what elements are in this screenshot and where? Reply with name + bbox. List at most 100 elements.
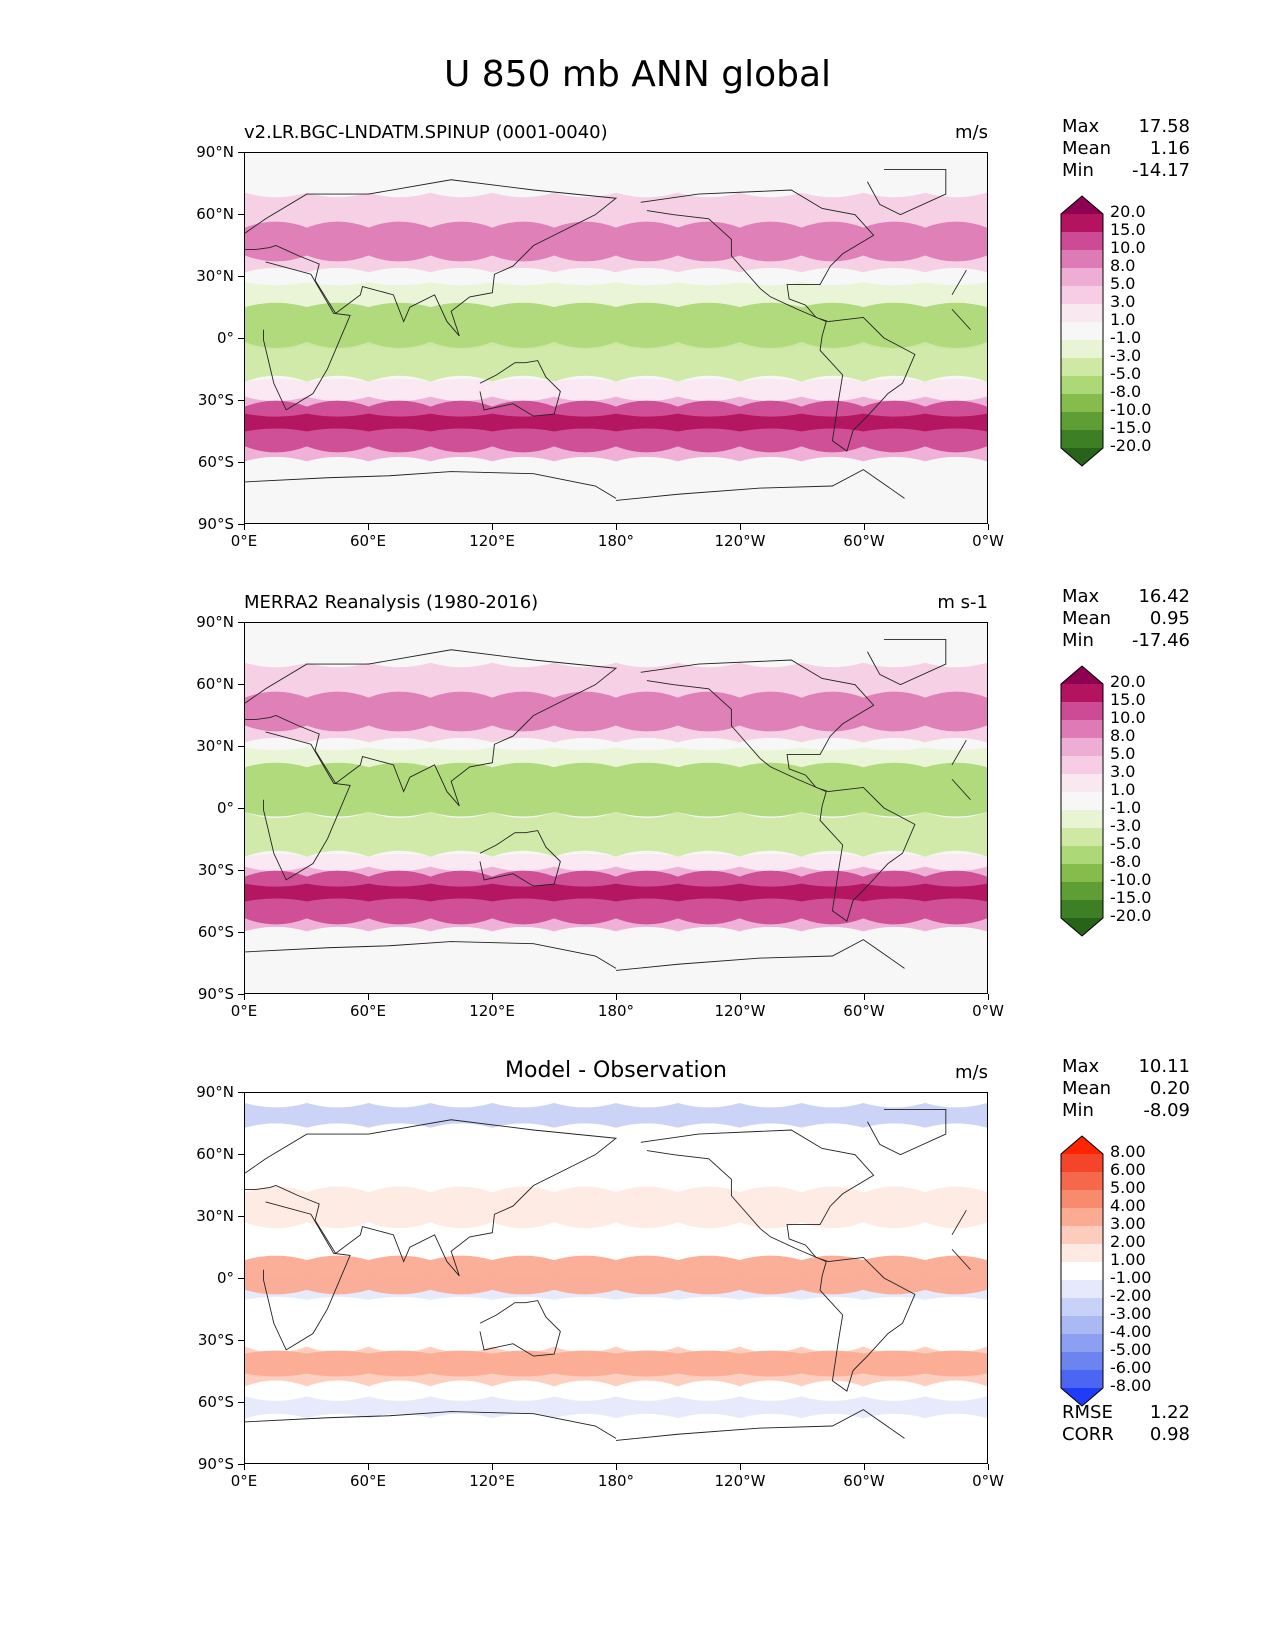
colorbar-label: -8.0 — [1110, 382, 1142, 401]
colorbar-label: -3.00 — [1110, 1304, 1152, 1323]
maritime-positive-patch — [245, 1255, 987, 1295]
x-tick-label: 120°W — [714, 532, 766, 550]
x-tick — [244, 994, 245, 1000]
x-tick — [368, 994, 369, 1000]
stat-label: Max — [1062, 1056, 1100, 1077]
stat-label: Max — [1062, 116, 1100, 137]
y-tick — [238, 152, 244, 153]
y-tick — [238, 994, 244, 995]
x-tick — [368, 524, 369, 530]
colorbar-swatch — [1061, 774, 1103, 792]
colorbar-swatch — [1061, 1370, 1103, 1388]
units-label: m/s — [955, 1062, 988, 1083]
americas-coast — [640, 659, 916, 922]
africa-coast — [263, 261, 971, 411]
y-tick-label: 60°N — [196, 675, 234, 693]
y-tick — [238, 276, 244, 277]
y-tick — [238, 1278, 244, 1279]
y-tick-label: 90°N — [196, 1083, 234, 1101]
units-label: m s-1 — [937, 592, 988, 613]
polar-north-band — [245, 153, 987, 186]
australia-coast — [479, 1300, 561, 1357]
y-tick — [238, 524, 244, 525]
y-tick — [238, 400, 244, 401]
y-tick-label: 90°N — [196, 613, 234, 631]
southern-negative-band — [245, 1396, 987, 1419]
stat-row: Mean 0.95 — [1062, 608, 1190, 630]
equatorial-band — [245, 341, 987, 382]
colorbar-label: 5.0 — [1110, 274, 1136, 293]
x-tick — [616, 524, 617, 530]
antarctica-coast — [245, 1409, 905, 1441]
x-tick — [492, 524, 493, 530]
colorbar-swatch — [1061, 304, 1103, 322]
colorbar-label: -4.00 — [1110, 1322, 1152, 1341]
colorbar-label: -8.00 — [1110, 1376, 1152, 1395]
y-tick — [238, 1154, 244, 1155]
y-tick — [238, 746, 244, 747]
x-tick — [740, 994, 741, 1000]
colorbar-label: 10.0 — [1110, 238, 1146, 257]
stat-row: Min -17.46 — [1062, 630, 1190, 652]
colorbar-label: -1.0 — [1110, 798, 1142, 817]
y-tick-label: 0° — [216, 799, 234, 817]
stat-label: Mean — [1062, 1078, 1112, 1099]
x-tick-label: 0°W — [972, 1472, 1004, 1490]
colorbar-extend-top — [1061, 196, 1103, 214]
y-tick-label: 30°S — [197, 391, 234, 409]
colorbar-label: -3.0 — [1110, 816, 1142, 835]
colorbar-swatch — [1061, 846, 1103, 864]
trade-wind-core — [245, 762, 987, 817]
x-tick-label: 180° — [597, 1472, 635, 1490]
metric-label: RMSE — [1062, 1402, 1113, 1423]
x-tick-label: 120°E — [469, 532, 515, 550]
colorbar-swatch — [1061, 1154, 1103, 1172]
x-tick — [988, 524, 989, 530]
metric-value: 1.22 — [1149, 1402, 1190, 1423]
metric-label: CORR — [1062, 1424, 1114, 1445]
colorbar-label: 5.00 — [1110, 1178, 1146, 1197]
x-tick — [864, 1464, 865, 1470]
colorbar-swatch — [1061, 286, 1103, 304]
stat-row: Min -14.17 — [1062, 160, 1190, 182]
y-tick — [238, 338, 244, 339]
x-tick — [492, 994, 493, 1000]
colorbar-label: 6.00 — [1110, 1160, 1146, 1179]
colorbar-swatch — [1061, 340, 1103, 358]
stat-row: Max 10.11 — [1062, 1056, 1190, 1078]
x-tick — [616, 994, 617, 1000]
y-tick-label: 0° — [216, 1269, 234, 1287]
x-tick — [492, 1464, 493, 1470]
greenland-coast — [867, 168, 947, 216]
y-tick — [238, 1464, 244, 1465]
map-panel — [244, 1092, 988, 1464]
stat-row: Mean 0.20 — [1062, 1078, 1190, 1100]
colorbar-label: 15.0 — [1110, 220, 1146, 239]
colorbar-label: 8.0 — [1110, 256, 1136, 275]
stat-value: 0.20 — [1149, 1078, 1190, 1099]
x-tick-label: 60°E — [349, 1002, 387, 1020]
y-tick — [238, 932, 244, 933]
antarctica-coast — [245, 469, 905, 501]
colorbar-label: -5.0 — [1110, 834, 1142, 853]
y-tick — [238, 1216, 244, 1217]
colorbar-swatch — [1061, 268, 1103, 286]
x-tick-label: 0°W — [972, 1002, 1004, 1020]
stat-value: -14.17 — [1131, 160, 1190, 181]
y-tick-label: 30°S — [197, 1331, 234, 1349]
x-tick-label: 60°W — [843, 1472, 885, 1490]
y-tick — [238, 870, 244, 871]
y-tick-label: 60°S — [197, 923, 234, 941]
colorbar-label: 2.00 — [1110, 1232, 1146, 1251]
colorbar-swatch — [1061, 1172, 1103, 1190]
figure-title: U 850 mb ANN global — [443, 54, 832, 95]
y-tick-label: 30°S — [197, 861, 234, 879]
colorbar-swatch — [1061, 1190, 1103, 1208]
y-tick-label: 60°S — [197, 453, 234, 471]
y-tick-label: 90°N — [196, 143, 234, 161]
x-tick — [988, 994, 989, 1000]
stat-value: 17.58 — [1138, 116, 1190, 137]
y-tick-label: 90°S — [197, 1455, 234, 1473]
y-tick-label: 60°N — [196, 205, 234, 223]
stat-label: Max — [1062, 586, 1100, 607]
